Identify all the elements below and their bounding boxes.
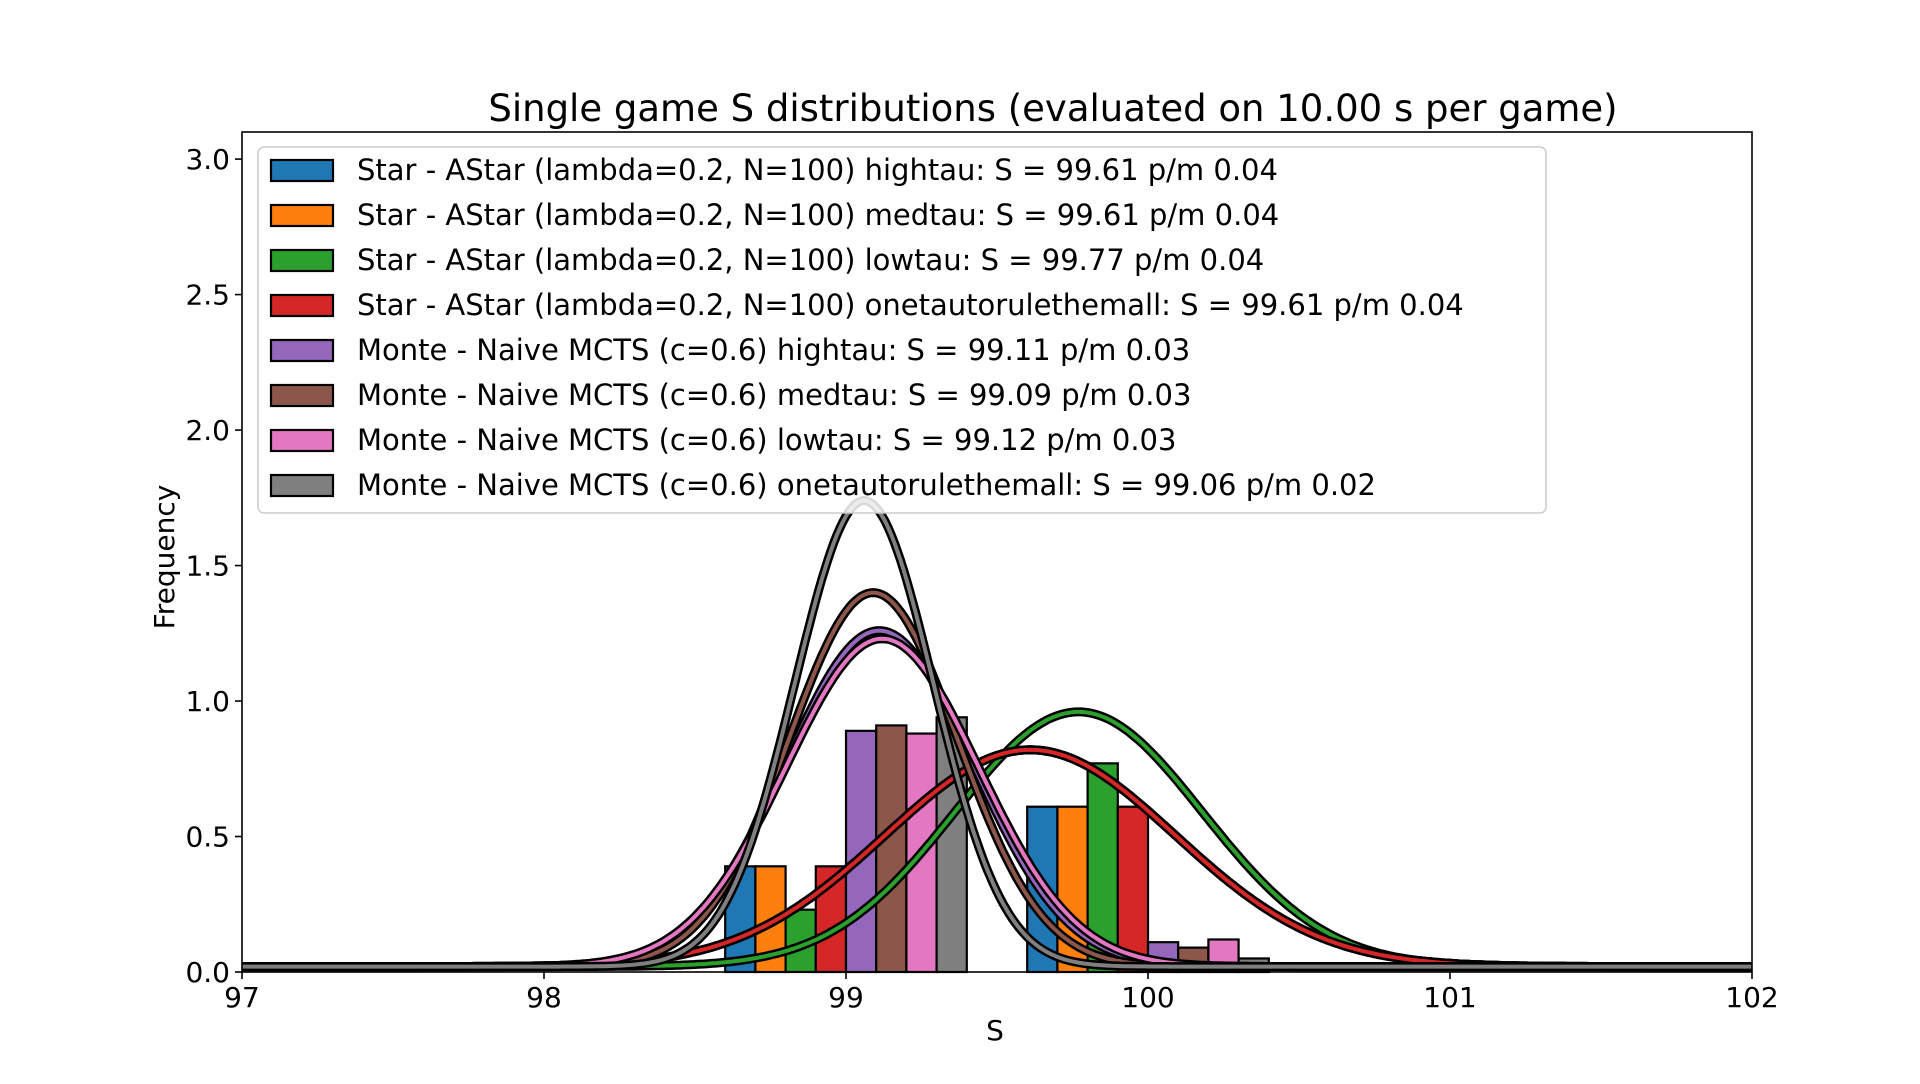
legend-label-4: Star - AStar (lambda=0.2, N=100) onetaut… <box>357 288 1464 322</box>
y-tick-label: 0.0 <box>185 956 230 989</box>
legend-label-6: Monte - Naive MCTS (c=0.6) medtau: S = 9… <box>357 378 1191 412</box>
chart-title: Single game S distributions (evaluated o… <box>488 87 1617 130</box>
legend-swatch-3 <box>269 248 335 273</box>
fit-curves <box>240 496 1754 972</box>
y-axis-label: Frequency <box>148 485 181 630</box>
x-tick-label: 101 <box>1423 981 1476 1014</box>
x-tick-label: 102 <box>1725 981 1778 1014</box>
y-tick-label: 3.0 <box>185 143 230 176</box>
legend-box <box>257 146 1547 514</box>
y-tick-label: 2.0 <box>185 414 230 447</box>
legend-label-1: Star - AStar (lambda=0.2, N=100) hightau… <box>357 153 1278 187</box>
legend-swatch-5 <box>269 338 335 363</box>
legend-swatch-4 <box>269 293 335 318</box>
x-axis-label: S <box>986 1014 1004 1047</box>
fit-curve-series-8 <box>242 498 1752 969</box>
bar-series-6-bin-1 <box>875 724 908 974</box>
y-tick-label: 2.5 <box>185 279 230 312</box>
legend-swatch-2 <box>269 203 335 228</box>
legend-label-8: Monte - Naive MCTS (c=0.6) onetautorulet… <box>357 468 1376 502</box>
y-tick-label: 1.5 <box>185 550 230 583</box>
x-tick-label: 97 <box>224 981 260 1014</box>
plot-area: 97 98 99 100 101 102 0.0 0.5 1.0 1.5 2.0 2.5 3.0 <box>185 131 1779 1014</box>
x-axis-ticks: 97 98 99 100 101 102 <box>224 972 1779 1014</box>
legend-label-7: Monte - Naive MCTS (c=0.6) lowtau: S = 9… <box>357 423 1176 457</box>
bar-series-4-bin-2 <box>1116 805 1150 974</box>
legend-swatch-6 <box>269 383 335 408</box>
x-tick-label: 98 <box>526 981 562 1014</box>
legend-swatch-7 <box>269 428 335 453</box>
x-tick-label: 99 <box>828 981 864 1014</box>
y-axis-ticks: 0.0 0.5 1.0 1.5 2.0 2.5 3.0 <box>185 143 242 989</box>
legend-label-3: Star - AStar (lambda=0.2, N=100) lowtau:… <box>357 243 1264 277</box>
legend: Star - AStar (lambda=0.2, N=100) hightau… <box>257 146 1547 514</box>
y-tick-label: 1.0 <box>185 685 230 718</box>
y-tick-label: 0.5 <box>185 821 230 854</box>
legend-swatch-8 <box>269 473 335 498</box>
x-tick-label: 100 <box>1121 981 1174 1014</box>
legend-label-5: Monte - Naive MCTS (c=0.6) hightau: S = … <box>357 333 1190 367</box>
legend-swatch-1 <box>269 158 335 183</box>
legend-label-2: Star - AStar (lambda=0.2, N=100) medtau:… <box>357 198 1279 232</box>
plot-frame <box>241 131 1753 973</box>
